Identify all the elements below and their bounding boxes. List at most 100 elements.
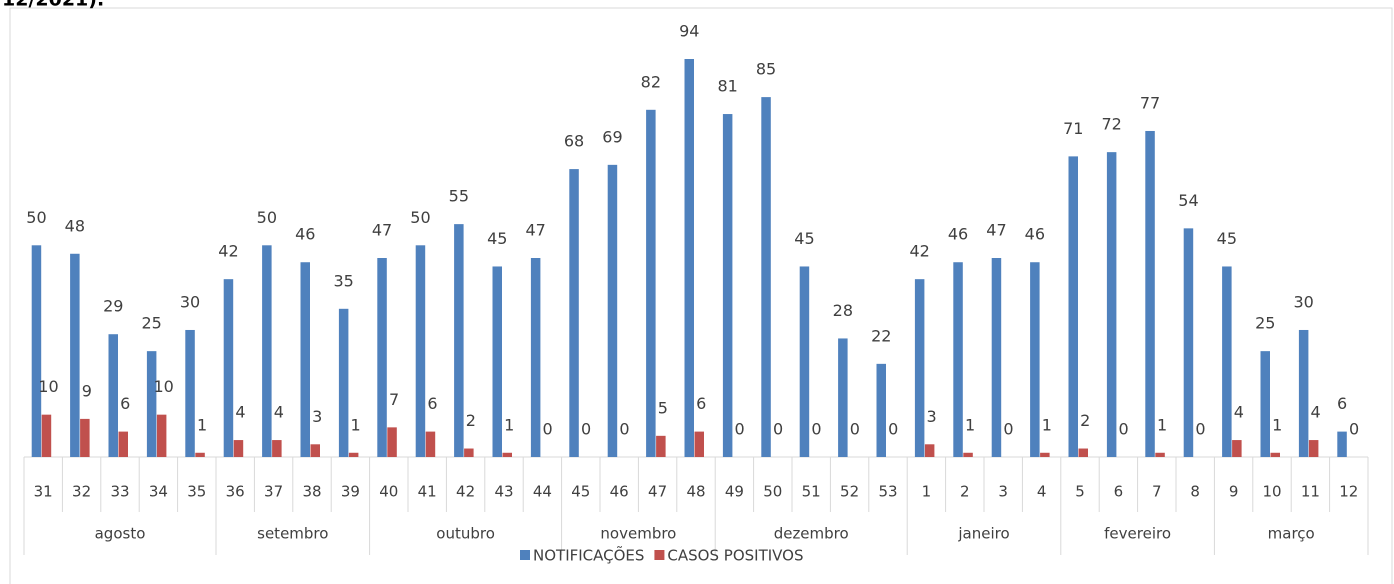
x-tick-label: 53 [878, 483, 897, 501]
bar [146, 351, 157, 457]
value-label: 46 [295, 225, 315, 244]
group-label: novembro [600, 525, 676, 543]
bar [1030, 262, 1040, 457]
x-tick-label: 12 [1339, 483, 1358, 501]
value-label: 0 [1349, 420, 1359, 439]
x-tick-label: 2 [960, 483, 970, 501]
legend-swatch [520, 550, 530, 560]
bar [1260, 351, 1270, 457]
x-tick-label: 44 [533, 483, 552, 501]
bar [646, 109, 656, 458]
x-tick-label: 41 [418, 483, 437, 501]
value-label: 42 [218, 242, 238, 261]
x-tick-label: 37 [264, 483, 283, 501]
bar [185, 329, 195, 457]
value-label: 30 [1293, 292, 1313, 311]
value-label: 71 [1063, 119, 1083, 138]
x-tick-label: 47 [648, 483, 667, 501]
bar [262, 245, 272, 457]
x-tick-label: 51 [802, 483, 821, 501]
value-label: 2 [1080, 411, 1090, 430]
x-tick-label: 36 [226, 483, 245, 501]
x-tick-label: 1 [922, 483, 932, 501]
bar [1337, 431, 1347, 457]
legend-swatch [654, 550, 665, 560]
bar [1145, 130, 1155, 457]
bar [953, 262, 963, 457]
x-tick-label: 52 [840, 483, 859, 501]
x-tick-label: 33 [110, 483, 129, 501]
value-label: 50 [257, 208, 277, 227]
bar [914, 279, 925, 457]
value-label: 47 [372, 221, 392, 240]
legend-label: CASOS POSITIVOS [667, 547, 803, 565]
x-tick-label: 11 [1301, 483, 1320, 501]
legend-label: NOTIFICAÇÕES [533, 546, 644, 565]
group-label: setembro [257, 525, 328, 543]
bar [80, 418, 90, 457]
value-label: 69 [602, 127, 622, 146]
bar [31, 245, 42, 457]
value-label: 45 [794, 229, 814, 248]
value-label: 1 [1157, 415, 1167, 434]
value-label: 0 [1119, 420, 1129, 439]
bar [799, 266, 810, 457]
value-label: 50 [410, 208, 430, 227]
x-tick-label: 4 [1037, 483, 1047, 501]
value-label: 10 [153, 377, 173, 396]
value-label: 0 [543, 420, 553, 439]
bar [1298, 329, 1309, 457]
group-label: janeiro [957, 525, 1009, 543]
bar [1106, 152, 1117, 458]
value-label: 4 [1311, 403, 1321, 422]
bar [569, 169, 579, 457]
group-label: março [1268, 525, 1315, 543]
value-label: 68 [564, 132, 584, 151]
x-tick-label: 10 [1262, 483, 1281, 501]
value-label: 28 [833, 301, 853, 320]
bar [338, 308, 349, 457]
value-label: 1 [351, 415, 361, 434]
value-label: 6 [427, 394, 437, 413]
value-label: 6 [1337, 394, 1347, 413]
value-label: 7 [389, 390, 399, 409]
x-tick-label: 5 [1075, 483, 1085, 501]
value-label: 6 [696, 394, 706, 413]
value-label: 30 [180, 292, 200, 311]
value-label: 0 [1003, 420, 1013, 439]
value-label: 1 [1042, 415, 1052, 434]
value-label: 0 [735, 420, 745, 439]
bar [1222, 266, 1232, 457]
value-label: 46 [948, 225, 968, 244]
chart-title: 12/2021). [2, 0, 104, 11]
bar [991, 258, 1002, 457]
value-label: 4 [274, 403, 284, 422]
value-label: 25 [1255, 314, 1275, 333]
bar [272, 440, 282, 457]
value-label: 22 [871, 326, 891, 345]
value-label: 35 [333, 271, 353, 290]
bar [722, 114, 733, 458]
value-label: 46 [1025, 225, 1045, 244]
bar [1308, 440, 1319, 457]
bar [1040, 452, 1050, 457]
group-label: fevereiro [1104, 525, 1171, 543]
bar [502, 452, 512, 457]
value-label: 9 [82, 381, 92, 400]
value-label: 3 [927, 407, 937, 426]
x-tick-label: 35 [187, 483, 206, 501]
bar [838, 338, 848, 457]
x-tick-label: 39 [341, 483, 360, 501]
value-label: 45 [487, 229, 507, 248]
value-label: 47 [986, 221, 1006, 240]
bar [694, 431, 704, 457]
value-label: 1 [504, 415, 514, 434]
bar [223, 279, 234, 457]
value-label: 0 [850, 420, 860, 439]
bar [963, 452, 973, 457]
value-label: 45 [1217, 229, 1237, 248]
bar [41, 414, 52, 457]
value-label: 29 [103, 297, 123, 316]
x-tick-label: 6 [1114, 483, 1124, 501]
